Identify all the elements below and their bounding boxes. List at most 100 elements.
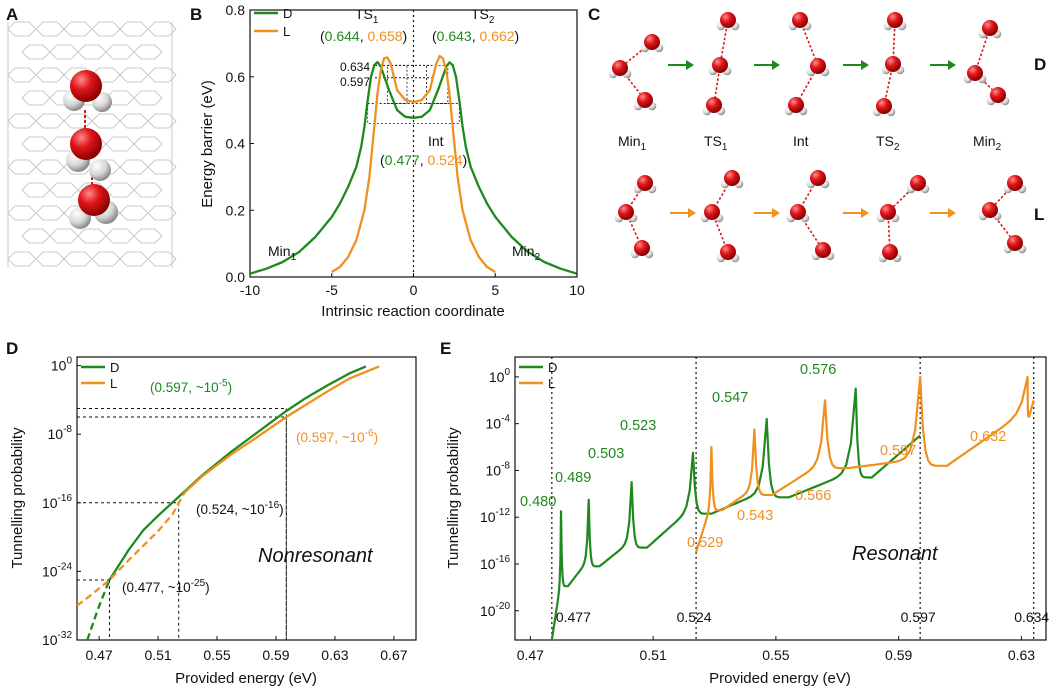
y-tick-label: 10-4 — [486, 414, 511, 432]
lattice-hexagon — [21, 136, 51, 152]
y-tick-label: 10-20 — [480, 601, 510, 619]
arrow-head — [686, 60, 694, 70]
ts2-label: TS2 — [471, 6, 495, 26]
oxygen-atom — [634, 240, 650, 256]
lattice-hexagon — [35, 113, 65, 129]
lattice-hexagon — [91, 251, 121, 267]
panel-c-structures — [608, 12, 1027, 263]
y-tick-base: 10 — [42, 563, 58, 579]
annotation-close: ) — [228, 380, 233, 395]
water-d-2-2 — [784, 97, 808, 116]
panel-e-guides — [551, 357, 1035, 640]
lattice-hexagon — [119, 159, 149, 175]
panel-e-series — [550, 375, 1035, 641]
y-tick-base: 10 — [51, 358, 67, 374]
water-d-1-0 — [716, 12, 740, 31]
series-l-dashed — [76, 491, 186, 607]
x-tick-label: 0.59 — [885, 647, 912, 663]
peak-label-d: 0.523 — [620, 418, 656, 434]
water-l-3-1 — [876, 204, 900, 223]
lattice-hexagon — [147, 251, 177, 267]
lattice-hexagon — [119, 67, 149, 83]
oxygen-atom — [712, 57, 728, 73]
panel-d-legend: D L — [81, 360, 119, 391]
lattice-hexagon — [147, 113, 177, 129]
panel-letter-e: E — [440, 339, 451, 358]
y-tick-base: 10 — [42, 495, 58, 511]
lattice-hexagon — [147, 205, 177, 221]
water-d-1-1 — [708, 57, 732, 76]
oxygen-atom — [876, 98, 892, 114]
y-tick-label: 10-24 — [42, 561, 72, 579]
y-tick-base: 10 — [48, 426, 64, 442]
x-tick-label: -5 — [326, 282, 339, 298]
y-tick-label: 0.6 — [226, 69, 246, 85]
level-0634-label: 0.634 — [340, 60, 370, 74]
lattice-hexagon — [133, 182, 163, 198]
hydrogen-bond — [799, 19, 819, 67]
y-tick-base: 10 — [480, 603, 496, 619]
y-tick-exponent: -4 — [501, 414, 510, 425]
x-tick-label: 0.47 — [85, 647, 112, 663]
water-l-0-1 — [614, 204, 638, 223]
oxygen-atom — [990, 87, 1006, 103]
lattice-hexagon — [35, 159, 65, 175]
panel-d-nonresonant-chart: 0.47 0.51 0.55 0.59 0.63 0.6710010-810-1610-2… — [9, 356, 417, 687]
lattice-hexagon — [21, 90, 51, 106]
y-tick-base: 10 — [480, 509, 496, 525]
oxygen-atom — [720, 244, 736, 260]
y-tick-exponent: -24 — [58, 561, 73, 572]
panel-d-axes — [76, 356, 417, 641]
y-tick-exponent: -8 — [501, 460, 510, 471]
lattice-hexagon — [21, 182, 51, 198]
y-tick-label: 10-8 — [48, 424, 73, 442]
lattice-hexagon — [105, 228, 135, 244]
y-tick-label: 0.8 — [226, 2, 246, 18]
lattice-hexagon — [119, 113, 149, 129]
x-tick-label: 0.55 — [762, 647, 789, 663]
panel-b-energy-barrier-chart: -10 -5 0 5 10 0.0 0.2 0.4 0.6 0.8 Intrinsic react… — [199, 2, 585, 320]
oxygen-atom — [880, 204, 896, 220]
series-d-line — [550, 387, 921, 641]
panel-e-ticks: 0.47 0.51 0.55 0.59 0.6310010-410-810-1210-1… — [480, 367, 1035, 663]
y-tick-exponent: 0 — [66, 356, 72, 367]
lattice-hexagon — [77, 44, 107, 60]
water-l-1-0 — [720, 170, 744, 189]
lattice-hexagon — [133, 90, 163, 106]
annotation-exponent: -16 — [265, 500, 280, 511]
peak-label-l: 0.597 — [880, 443, 916, 459]
panel-b-ylabel: Energy barrier (eV) — [199, 80, 216, 208]
lattice-hexagon — [63, 21, 93, 37]
water-l-0-2 — [630, 240, 654, 259]
int-values: (0.477, 0.524) — [380, 152, 467, 168]
panel-letter-a: A — [6, 5, 18, 24]
lattice-hexagon — [7, 21, 37, 37]
water-l-0-0 — [633, 175, 657, 194]
lattice-hexagon — [147, 159, 177, 175]
water-d-2-1 — [806, 58, 830, 77]
panel-e-ylabel: Tunnelling probability — [445, 427, 462, 569]
lattice-hexagon — [133, 136, 163, 152]
panel-d-series — [76, 365, 380, 641]
panel-d-annotations: (0.597, ~10-5)(0.597, ~10-6)(0.524, ~10-… — [122, 378, 378, 595]
y-tick-label: 0.2 — [226, 202, 246, 218]
water-l-4-1 — [978, 202, 1002, 221]
stage-label-min1: Min1 — [618, 133, 647, 153]
oxygen-atom — [644, 34, 660, 50]
water-molecule-3 — [69, 184, 118, 229]
lattice-hexagon — [49, 228, 79, 244]
lattice-hexagon — [7, 67, 37, 83]
y-tick-label: 10-16 — [480, 554, 510, 572]
arrow-head — [772, 208, 780, 218]
lattice-hexagon — [119, 205, 149, 221]
oxygen-atom — [882, 244, 898, 260]
lattice-hexagon — [35, 251, 65, 267]
water-molecule-1 — [63, 70, 112, 112]
y-tick-label: 10-32 — [42, 630, 72, 648]
panel-b-series — [249, 54, 578, 275]
x-tick-label: 0.55 — [203, 647, 230, 663]
lattice-hexagon — [7, 159, 37, 175]
arrow-head — [772, 60, 780, 70]
vline-label: 0.477 — [556, 609, 591, 625]
